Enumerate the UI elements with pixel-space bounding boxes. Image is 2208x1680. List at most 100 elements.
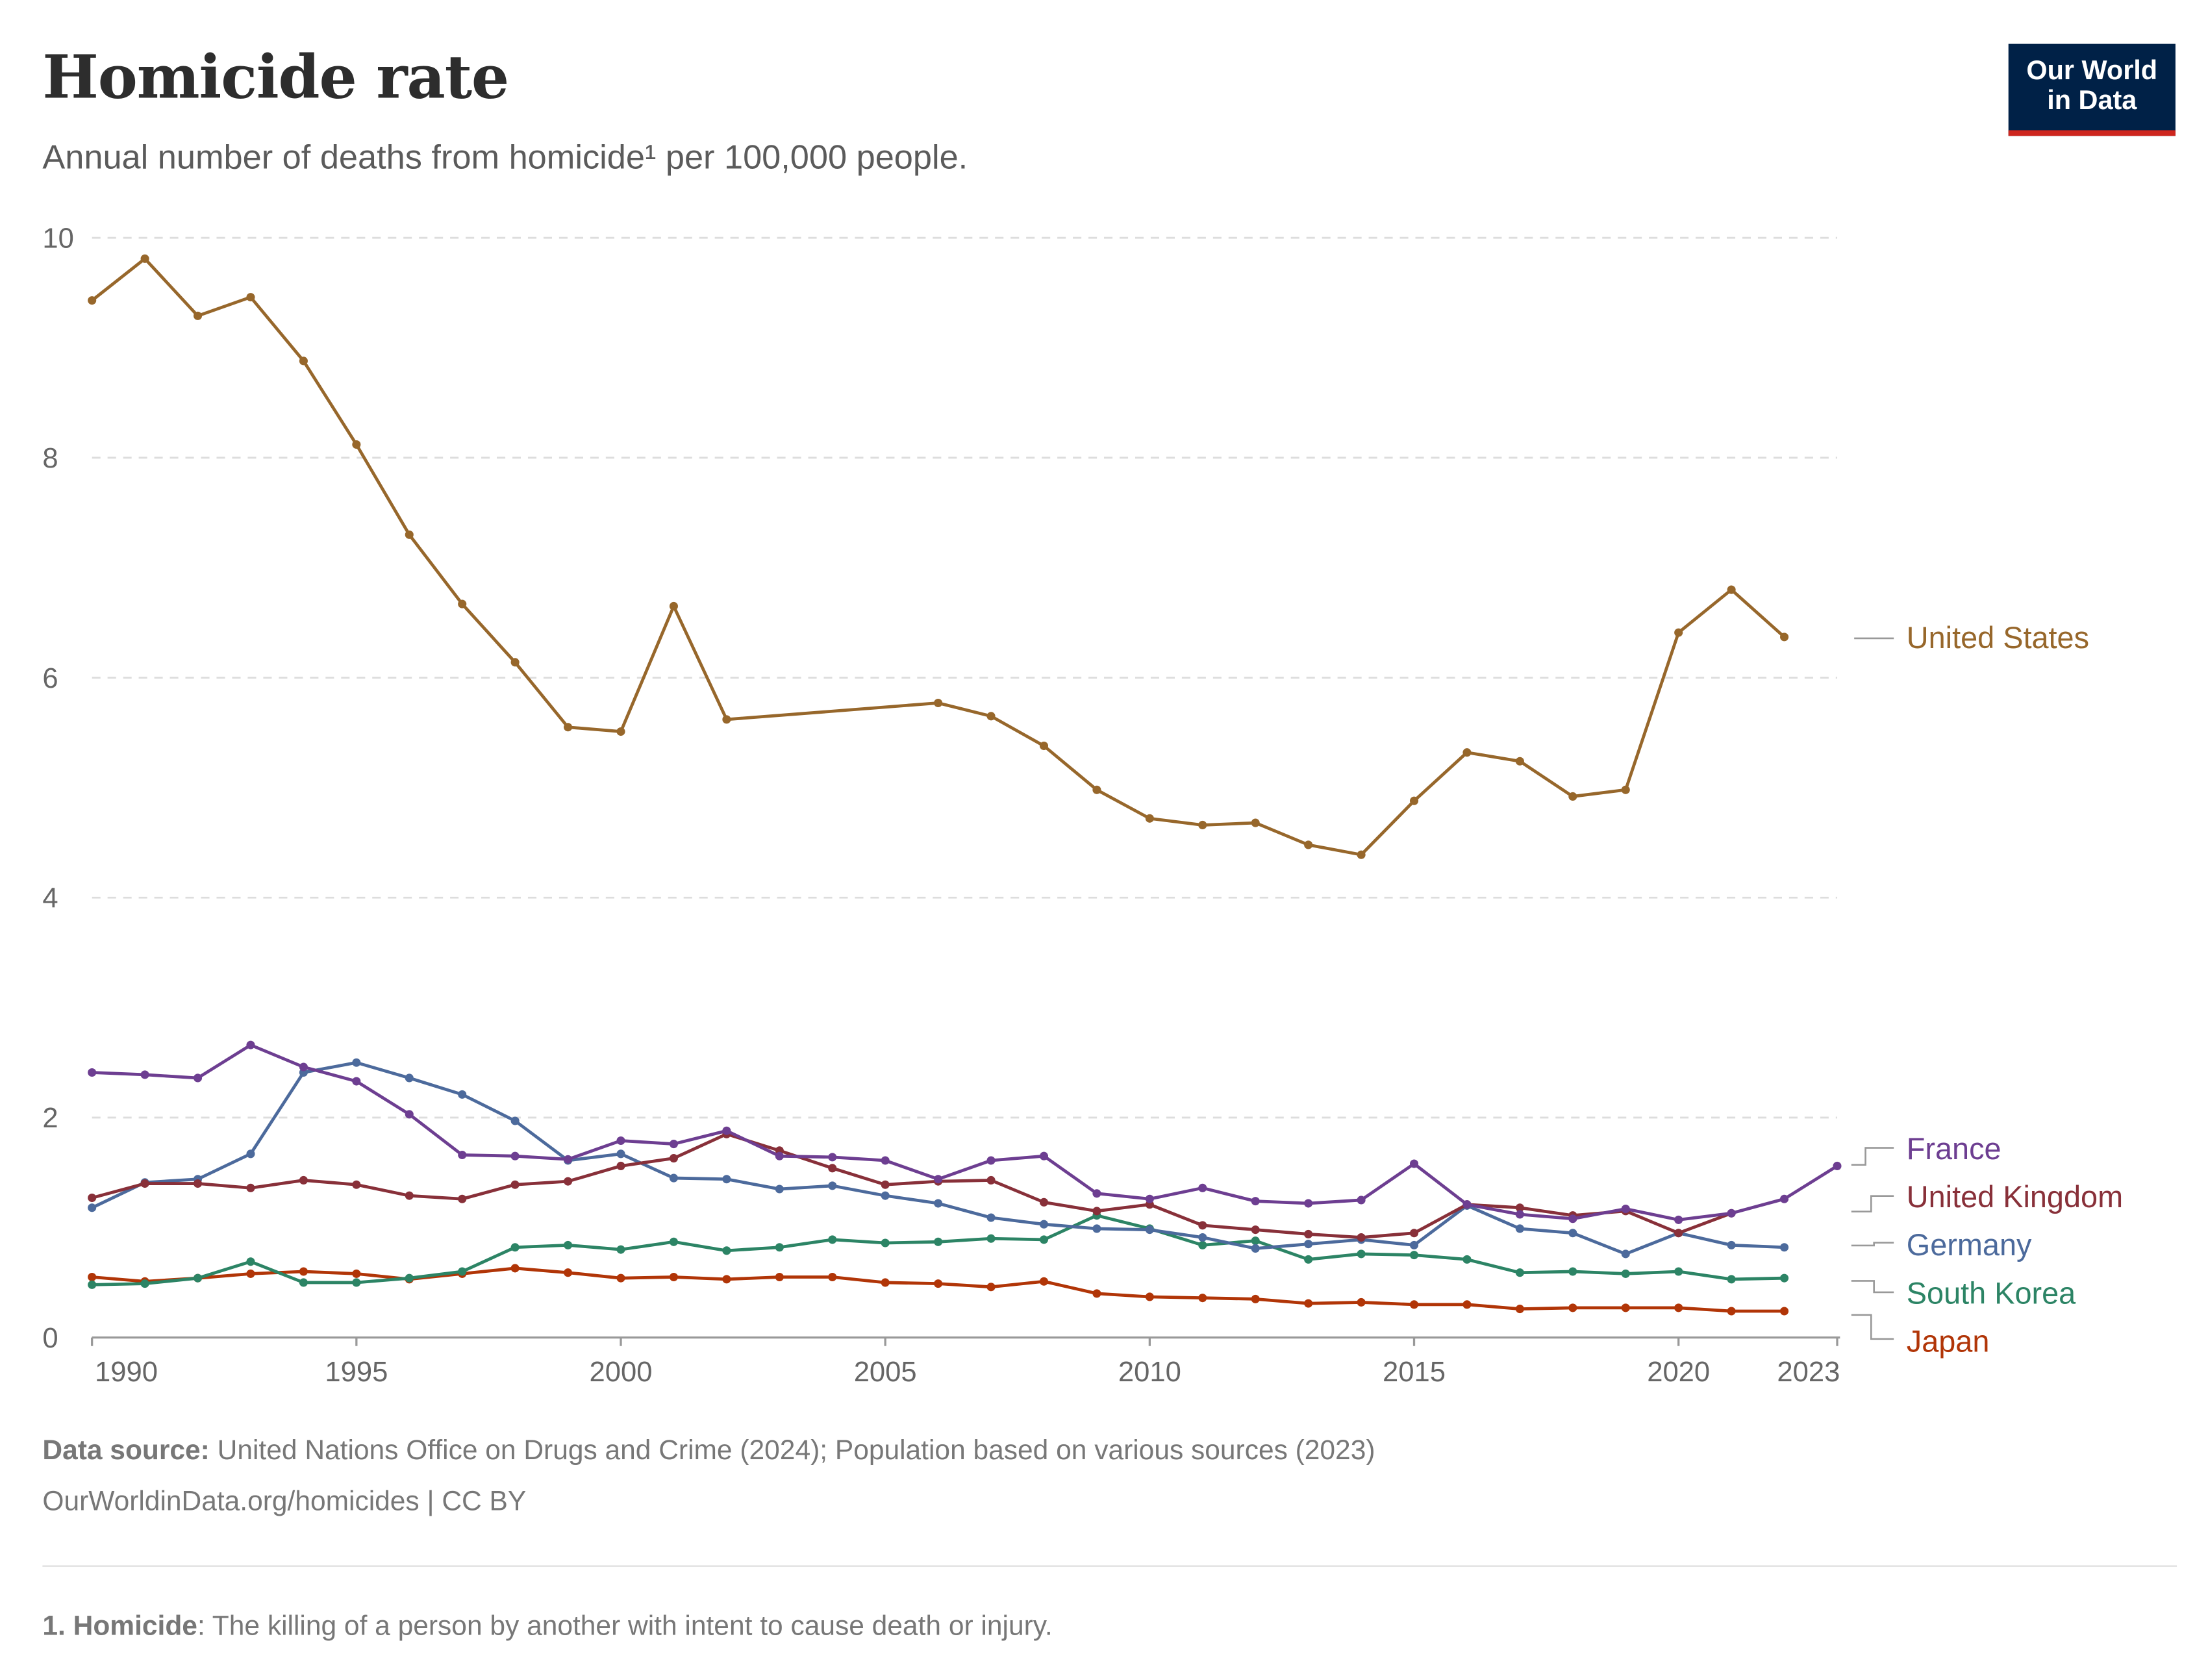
data-point — [1304, 1229, 1313, 1238]
data-point — [1515, 1203, 1524, 1212]
data-point — [722, 1246, 731, 1255]
data-point — [1357, 1196, 1366, 1205]
x-tick-label: 2015 — [1383, 1357, 1446, 1388]
logo-line-2: in Data — [2047, 86, 2137, 116]
label-connector — [1851, 1147, 1894, 1166]
data-point — [1568, 1267, 1577, 1276]
x-tick-label: 1995 — [325, 1357, 388, 1388]
data-point — [193, 1179, 203, 1188]
data-point — [1674, 1229, 1683, 1238]
series-label: Japan — [1907, 1324, 1990, 1358]
line-chart: 0 2 4 6 8 10 1990 1995 2000 2005 2010 2015 2020 2023… — [42, 223, 2123, 1388]
data-point — [88, 1280, 97, 1289]
data-point — [246, 1257, 255, 1266]
data-point — [616, 1136, 625, 1146]
source-text: United Nations Office on Drugs and Crime… — [217, 1435, 1375, 1466]
data-point — [669, 1237, 678, 1246]
data-point — [193, 311, 203, 320]
data-point — [510, 1151, 520, 1160]
data-point — [1357, 1298, 1366, 1307]
data-point — [934, 698, 943, 708]
x-tick-label: 2005 — [854, 1357, 917, 1388]
data-point — [246, 1040, 255, 1049]
divider — [42, 1565, 2177, 1567]
data-point — [722, 715, 731, 724]
series-france — [88, 1040, 1842, 1224]
data-point — [193, 1073, 203, 1083]
data-point — [1039, 1235, 1049, 1244]
data-point — [1198, 1221, 1207, 1230]
data-point — [140, 1279, 149, 1288]
data-point — [405, 1073, 414, 1083]
data-point — [564, 1177, 573, 1186]
data-point — [1092, 1207, 1101, 1216]
data-point — [722, 1175, 731, 1184]
data-point — [828, 1235, 837, 1244]
data-point — [88, 1272, 97, 1282]
data-point — [564, 723, 573, 732]
data-point — [1780, 1243, 1789, 1252]
data-point — [1621, 1303, 1630, 1312]
data-point — [88, 1068, 97, 1077]
series-label: United Kingdom — [1907, 1180, 2123, 1214]
data-point — [1251, 1197, 1260, 1206]
data-point — [934, 1279, 943, 1288]
data-point — [934, 1237, 943, 1246]
series-lines — [88, 254, 1842, 1316]
data-point — [1198, 1240, 1207, 1249]
data-point — [510, 1116, 520, 1125]
data-point — [1727, 1209, 1736, 1218]
data-point — [1409, 1251, 1419, 1260]
footnote-text: : The killing of a person by another wit… — [197, 1611, 1053, 1642]
data-point — [1515, 1268, 1524, 1277]
data-point — [828, 1164, 837, 1173]
data-point — [140, 1179, 149, 1188]
data-point — [405, 1191, 414, 1200]
data-point — [510, 1180, 520, 1189]
data-point — [1039, 1151, 1049, 1160]
data-point — [1145, 1194, 1154, 1203]
data-point — [986, 1283, 996, 1292]
data-point — [405, 1110, 414, 1119]
data-point — [140, 254, 149, 263]
data-point — [1304, 1299, 1313, 1308]
data-point — [986, 1234, 996, 1243]
data-point — [1568, 792, 1577, 801]
data-point — [1092, 785, 1101, 794]
data-point — [722, 1275, 731, 1284]
data-point — [669, 1173, 678, 1183]
data-point — [1727, 1240, 1736, 1249]
x-tick-label: 2023 — [1777, 1357, 1840, 1388]
x-tick-label: 1990 — [95, 1357, 158, 1388]
data-point — [564, 1268, 573, 1277]
data-point — [775, 1185, 784, 1194]
data-point — [458, 1194, 467, 1203]
x-tick-label: 2000 — [590, 1357, 653, 1388]
data-point — [458, 599, 467, 608]
data-point — [1780, 1307, 1789, 1316]
data-point — [986, 1156, 996, 1165]
data-point — [1145, 1292, 1154, 1301]
data-point — [1145, 1225, 1154, 1235]
data-point — [510, 658, 520, 667]
series-label: United States — [1907, 621, 2089, 655]
data-point — [405, 1273, 414, 1283]
y-tick-label: 0 — [42, 1323, 58, 1354]
data-point — [616, 1273, 625, 1283]
data-point — [299, 1278, 308, 1287]
data-point — [986, 1213, 996, 1222]
data-point — [299, 1267, 308, 1276]
x-tick-label: 2020 — [1647, 1357, 1710, 1388]
owid-logo[interactable]: Our World in Data — [2008, 44, 2176, 136]
y-axis-ticks: 0 2 4 6 8 10 — [42, 223, 73, 1353]
data-point — [722, 1126, 731, 1135]
y-tick-label: 2 — [42, 1103, 58, 1134]
data-point — [669, 601, 678, 611]
source-url-link[interactable]: OurWorldinData.org/homicides | CC BY — [42, 1486, 527, 1518]
y-tick-label: 10 — [42, 223, 73, 254]
data-point — [140, 1070, 149, 1079]
data-point — [828, 1181, 837, 1190]
data-point — [616, 1161, 625, 1170]
data-point — [1462, 748, 1472, 757]
